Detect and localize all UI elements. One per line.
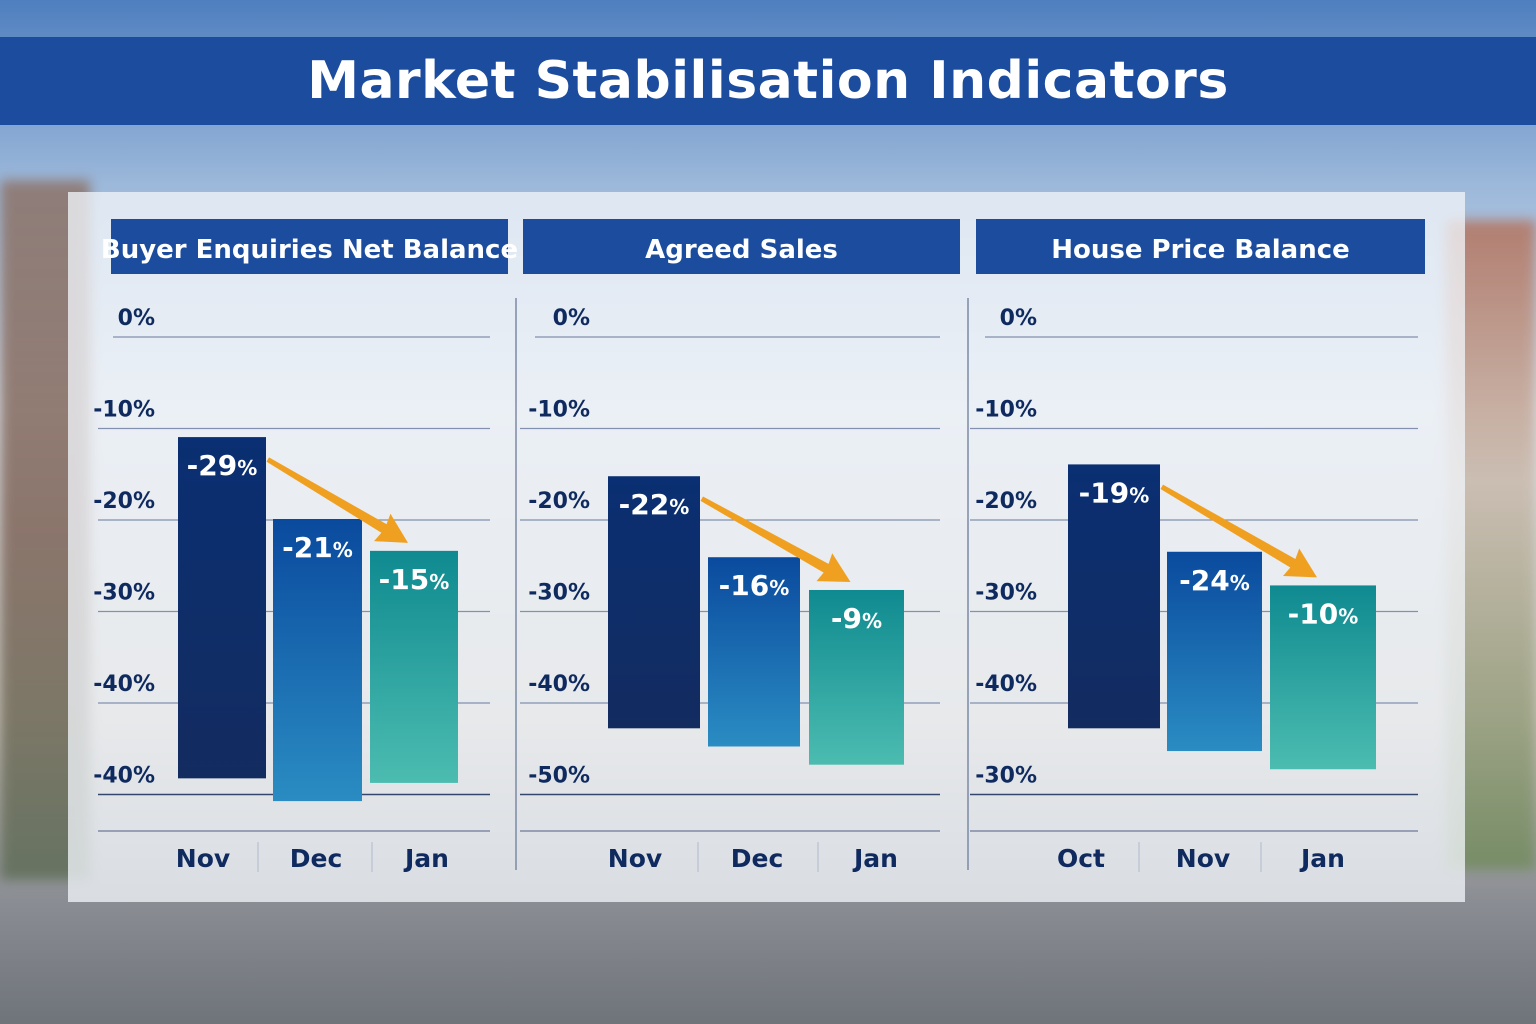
data-label: -24% <box>1179 564 1250 597</box>
data-label: -21% <box>282 531 353 564</box>
title-banner: Market Stabilisation Indicators <box>0 37 1536 125</box>
chart-2: Agreed Sales 0% -10% -20% -30% -40% -50% Nov Dec… <box>520 219 960 873</box>
bar-nov <box>1167 551 1262 752</box>
data-label: -15% <box>379 563 450 596</box>
y-tick-label: -10% <box>93 398 155 423</box>
x-tick-label: Dec <box>290 844 343 873</box>
bar-dec <box>273 519 362 802</box>
trend-arrow-shape <box>266 457 408 543</box>
x-tick-label: Oct <box>1057 844 1105 873</box>
trend-arrow-icon <box>266 457 408 543</box>
x-tick-label: Nov <box>1176 844 1230 873</box>
y-tick-label: 0% <box>1000 306 1037 331</box>
data-label: -9% <box>831 602 882 635</box>
y-tick-label: -30% <box>528 581 590 606</box>
y-tick-label: 0% <box>553 306 590 331</box>
bar-jan <box>1270 585 1376 770</box>
y-tick-label: -40% <box>528 672 590 697</box>
chart-title: House Price Balance <box>1051 235 1350 265</box>
y-tick-label: -30% <box>975 764 1037 789</box>
y-tick-label: -10% <box>975 398 1037 423</box>
data-label: -16% <box>719 569 790 602</box>
y-tick-label: -20% <box>93 489 155 514</box>
bar-dec <box>708 557 800 747</box>
chart-3: House Price Balance 0% -10% -20% -30% -40% -30… <box>970 219 1425 873</box>
bar-jan <box>370 550 458 783</box>
bar-nov <box>178 437 266 779</box>
data-label: -19% <box>1079 476 1150 509</box>
trend-arrow-icon <box>1160 484 1318 578</box>
x-tick-label: Jan <box>1299 844 1345 873</box>
chart-header <box>111 219 508 274</box>
y-tick-label: -30% <box>93 581 155 606</box>
trend-arrow-icon <box>700 496 851 582</box>
trend-arrow-shape <box>1160 484 1318 578</box>
bar-nov <box>608 476 700 729</box>
chart-title: Buyer Enquiries Net Balance <box>101 235 518 265</box>
x-tick-label: Nov <box>608 844 662 873</box>
chart-header <box>976 219 1425 274</box>
chart-1: Buyer Enquiries Net Balance 0% -10% -20% -30… <box>93 219 518 873</box>
chart-title: Agreed Sales <box>645 235 838 265</box>
x-tick-label: Jan <box>852 844 898 873</box>
bar-oct <box>1068 464 1160 729</box>
y-tick-label: -20% <box>975 489 1037 514</box>
data-label: -10% <box>1288 597 1359 630</box>
data-label: -29% <box>187 449 258 482</box>
y-tick-label: -40% <box>975 672 1037 697</box>
y-tick-label: -30% <box>975 581 1037 606</box>
data-label: -22% <box>619 488 690 521</box>
page-title: Market Stabilisation Indicators <box>307 51 1229 111</box>
x-tick-label: Nov <box>176 844 230 873</box>
y-tick-label: 0% <box>118 306 155 331</box>
y-tick-label: -20% <box>528 489 590 514</box>
x-tick-label: Dec <box>731 844 784 873</box>
x-tick-label: Jan <box>403 844 449 873</box>
trend-arrow-shape <box>700 496 851 582</box>
y-tick-label: -40% <box>93 672 155 697</box>
chart-header <box>523 219 960 274</box>
y-tick-label: -10% <box>528 398 590 423</box>
y-tick-label: -40% <box>93 764 155 789</box>
bar-jan <box>809 589 904 765</box>
y-tick-label: -50% <box>528 764 590 789</box>
